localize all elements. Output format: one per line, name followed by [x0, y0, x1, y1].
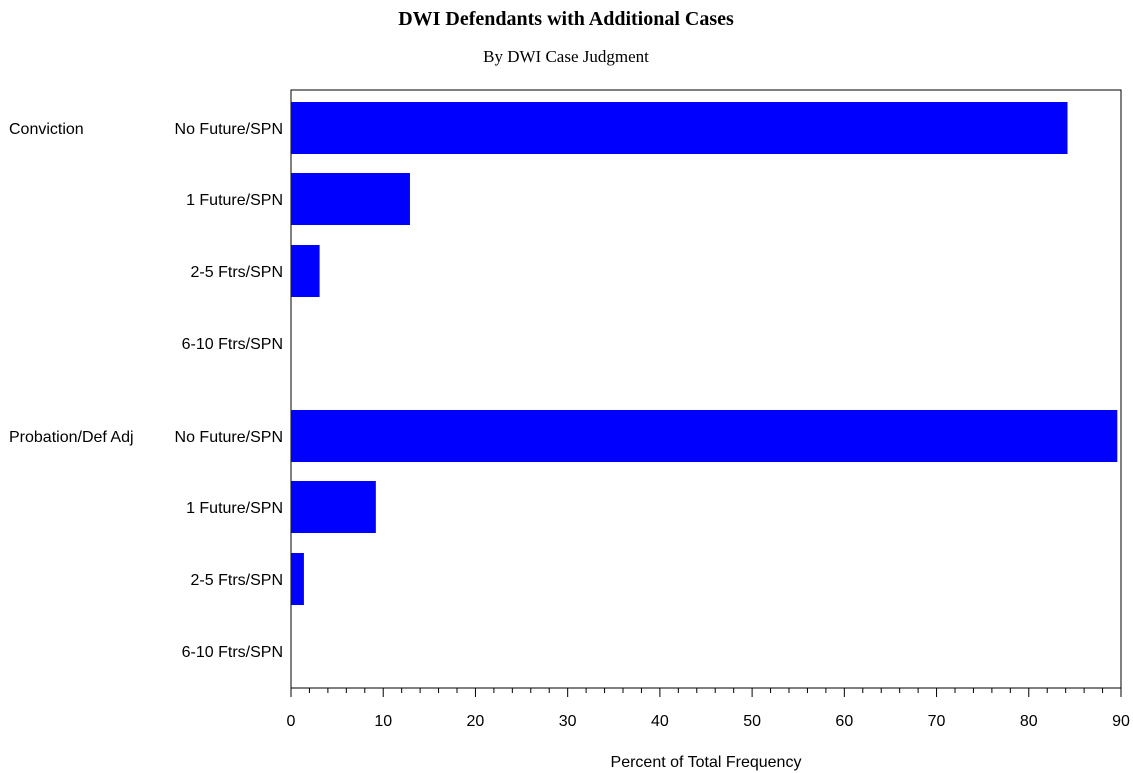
x-tick-label: 30: [559, 713, 577, 730]
category-label: 6-10 Ftrs/SPN: [182, 336, 283, 353]
bar-1-3: [291, 245, 320, 297]
y-axis-labels: No Future/SPN Conviction 1 Future/SPN 2-5 F…: [9, 121, 283, 661]
category-label: 2-5 Ftrs/SPN: [191, 572, 283, 589]
x-axis: 0 10 20 30 40 50 60 70 80 90: [287, 688, 1130, 730]
chart-subtitle: By DWI Case Judgment: [483, 47, 649, 66]
bar-1-2: [291, 173, 410, 225]
bar-layer: [291, 102, 1118, 605]
category-label: 6-10 Ftrs/SPN: [182, 644, 283, 661]
bar-2-1: [291, 410, 1118, 462]
x-tick-label: 90: [1112, 713, 1130, 730]
group-label: Probation/Def Adj: [9, 429, 134, 446]
x-tick-label: 0: [287, 713, 296, 730]
bar-1-1: [291, 102, 1068, 154]
plot-frame: [290, 89, 1122, 689]
x-tick-label: 80: [1020, 713, 1038, 730]
x-tick-label: 20: [467, 713, 485, 730]
x-axis-title: Percent of Total Frequency: [611, 754, 802, 771]
x-tick-label: 70: [928, 713, 946, 730]
category-label: 2-5 Ftrs/SPN: [191, 264, 283, 281]
category-label: No Future/SPN: [175, 121, 283, 138]
bar-2-2: [291, 481, 376, 533]
x-tick-label: 60: [835, 713, 853, 730]
x-tick-label: 50: [743, 713, 761, 730]
category-label: No Future/SPN: [175, 429, 283, 446]
category-label: 1 Future/SPN: [186, 500, 283, 517]
category-label: 1 Future/SPN: [186, 192, 283, 209]
group-label: Conviction: [9, 121, 84, 138]
bar-2-3: [291, 553, 304, 605]
x-tick-label: 40: [651, 713, 669, 730]
chart-title: DWI Defendants with Additional Cases: [398, 8, 734, 30]
x-tick-label: 10: [374, 713, 392, 730]
